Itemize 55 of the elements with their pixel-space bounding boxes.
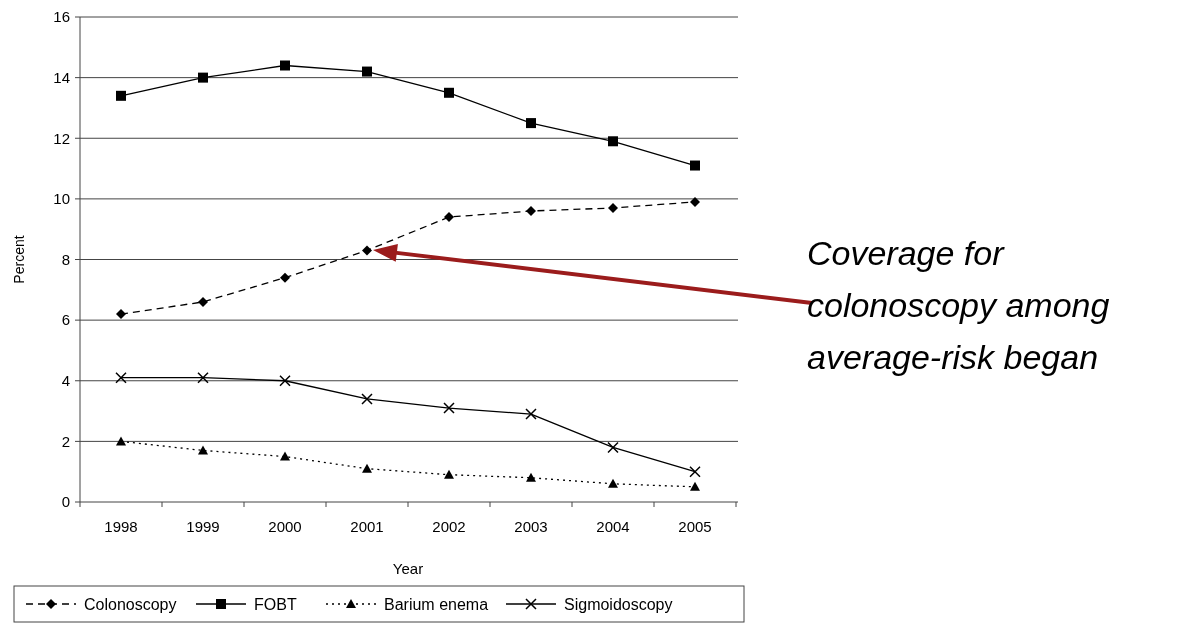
point xyxy=(608,136,618,147)
point xyxy=(526,118,536,129)
point xyxy=(362,245,372,256)
x-tick-label: 2002 xyxy=(432,518,466,535)
point xyxy=(690,196,700,207)
text: Coverage for colonoscopy among average-risk began xyxy=(807,234,1110,376)
x-tick-label: 1998 xyxy=(104,518,138,535)
point xyxy=(115,371,127,384)
point xyxy=(198,72,208,83)
point xyxy=(608,478,618,488)
point xyxy=(116,90,126,101)
point xyxy=(362,66,372,77)
legend-label: FOBT xyxy=(254,595,297,613)
x-axis-title: Year xyxy=(392,560,424,577)
point xyxy=(526,472,536,482)
y-axis-title: Percent xyxy=(11,235,27,284)
x-tick-label: 1999 xyxy=(186,518,220,535)
point xyxy=(444,212,454,223)
y-tick-label: 16 xyxy=(53,8,70,26)
point xyxy=(689,465,701,478)
y-tick-label: 2 xyxy=(61,432,70,450)
point xyxy=(690,481,700,491)
y-tick-label: 0 xyxy=(61,493,70,511)
x-tick-label: 2000 xyxy=(268,518,302,535)
y-tick-label: 10 xyxy=(53,190,70,208)
y-tick-label: 12 xyxy=(53,129,70,147)
point xyxy=(279,375,291,387)
point xyxy=(526,206,536,216)
point xyxy=(444,469,454,479)
legend-label: Sigmoidoscopy xyxy=(564,595,673,613)
point xyxy=(361,393,373,405)
point xyxy=(116,436,126,446)
point xyxy=(198,296,208,307)
y-tick-label: 4 xyxy=(61,372,70,389)
x-tick-label: 2003 xyxy=(514,518,548,535)
x-tick-label: 2005 xyxy=(678,518,712,535)
point xyxy=(443,402,455,414)
legend-label: Colonoscopy xyxy=(84,595,177,613)
point xyxy=(280,451,290,461)
point xyxy=(116,309,126,320)
point xyxy=(608,202,618,213)
y-tick-label: 8 xyxy=(61,250,70,268)
point xyxy=(607,441,619,454)
point xyxy=(362,463,372,473)
x-tick-label: 2004 xyxy=(596,518,630,535)
y-tick-label: 14 xyxy=(53,68,70,86)
legend-label: Barium enema xyxy=(384,595,489,613)
point xyxy=(280,272,290,283)
point xyxy=(197,371,209,384)
x-tick-label: 2001 xyxy=(350,518,384,535)
y-tick-label: 6 xyxy=(61,311,70,329)
point xyxy=(525,408,537,420)
point xyxy=(280,60,290,71)
point xyxy=(444,87,454,98)
point xyxy=(690,160,700,171)
